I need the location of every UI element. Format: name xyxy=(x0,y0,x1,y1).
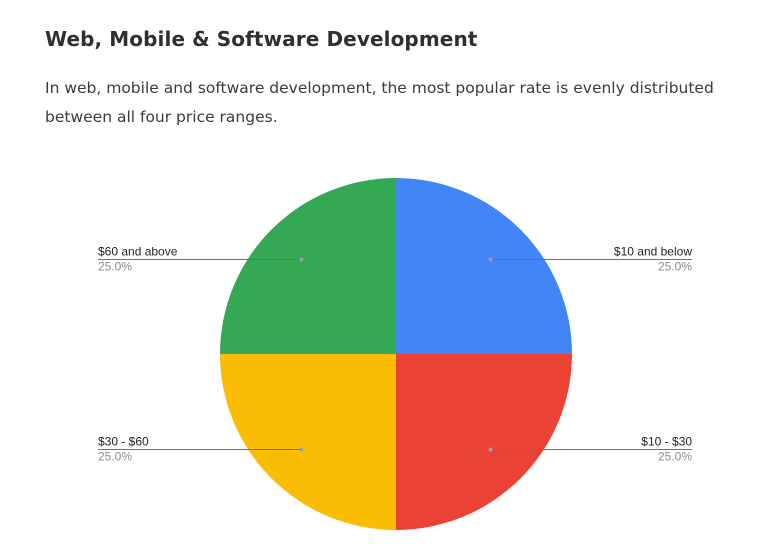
article-section: Web, Mobile & Software Development In we… xyxy=(45,24,745,132)
slice-label-10-and-below: $10 and below xyxy=(614,245,692,259)
slice-percent-10-and-below: 25.0% xyxy=(658,260,692,274)
pie-slice-10-and-below xyxy=(396,178,572,354)
leader-dot-10-30 xyxy=(488,447,493,452)
leader-dot-30-60 xyxy=(299,447,304,452)
section-title: Web, Mobile & Software Development xyxy=(45,27,478,51)
leader-dot-60-and-above xyxy=(299,257,304,262)
pie-slice-60-and-above xyxy=(220,178,396,354)
slice-label-60-and-above: $60 and above xyxy=(98,245,178,259)
section-description: In web, mobile and software development,… xyxy=(45,79,714,126)
pie-slice-30-60 xyxy=(220,354,396,530)
slice-percent-60-and-above: 25.0% xyxy=(98,260,132,274)
slice-label-10-30: $10 - $30 xyxy=(641,435,692,449)
slice-percent-10-30: 25.0% xyxy=(658,450,692,464)
pie-slice-10-30 xyxy=(396,354,572,530)
leader-dot-10-and-below xyxy=(488,257,493,262)
slice-percent-30-60: 25.0% xyxy=(98,450,132,464)
slice-label-30-60: $30 - $60 xyxy=(98,435,149,449)
